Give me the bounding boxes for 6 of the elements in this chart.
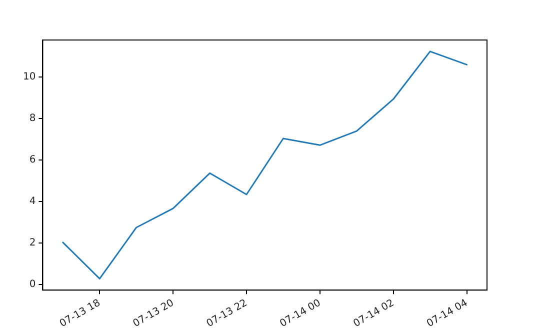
y-tick-label: 10: [22, 72, 36, 83]
y-tick-label: 6: [29, 154, 36, 166]
y-tick-label: 2: [29, 237, 36, 248]
y-tick-label: 4: [29, 196, 36, 207]
y-tick-label: 0: [29, 278, 36, 290]
y-tick-label: 8: [29, 112, 36, 124]
